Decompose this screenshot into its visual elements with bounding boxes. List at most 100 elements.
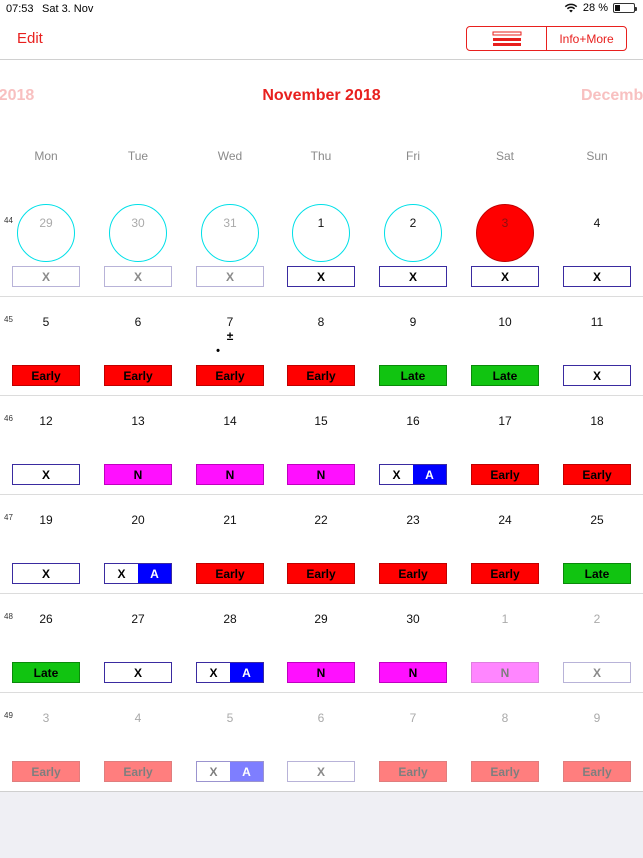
shift-badge-x[interactable]: X [12,563,80,584]
day-cell[interactable]: 9 Early [551,693,643,792]
shift-badge-x[interactable]: X [379,266,447,287]
shift-badge-x[interactable]: X [104,266,172,287]
shift-badge-x[interactable]: X [12,464,80,485]
edit-button[interactable]: Edit [17,30,43,47]
shift-badge-early[interactable]: Early [563,761,631,782]
shift-badge-x[interactable]: X [287,761,355,782]
shift-badge-early[interactable]: Early [379,761,447,782]
day-cell[interactable]: 15 N [275,396,367,495]
day-cell[interactable]: 11 X [551,297,643,396]
month-title-next[interactable]: Decemb [581,87,643,104]
shift-badge-n[interactable]: N [471,662,539,683]
shift-badge-x[interactable]: X [196,266,264,287]
day-cell[interactable]: 25 Late [551,495,643,594]
day-cell[interactable]: 17 Early [459,396,551,495]
day-cell[interactable]: 28 X A [184,594,276,693]
shift-badge-late[interactable]: Late [12,662,80,683]
shift-badge-early[interactable]: Early [104,365,172,386]
day-cell[interactable]: 21 Early [184,495,276,594]
day-number: 29 [39,216,53,230]
day-cell[interactable]: 24 Early [459,495,551,594]
shift-badge-n[interactable]: N [379,662,447,683]
menu-lines-icon [492,31,521,46]
shift-badge-late[interactable]: Late [563,563,631,584]
day-number: 7 [226,315,234,329]
day-cell[interactable]: 4 Early [92,693,184,792]
shift-badge-early[interactable]: Early [104,761,172,782]
shift-label: Late [492,368,518,383]
day-cell[interactable]: 5 Early [0,297,92,396]
day-cell[interactable]: 26 Late [0,594,92,693]
info-more-button[interactable]: Info+More [559,31,614,46]
day-cell[interactable]: 30 X [92,198,184,297]
day-cell[interactable]: 23 Early [367,495,459,594]
day-cell[interactable]: 20 X A [92,495,184,594]
day-cell[interactable]: 18 Early [551,396,643,495]
shift-badge-x[interactable]: X [563,365,631,386]
day-cell[interactable]: 29 X [0,198,92,297]
day-cell[interactable]: 22 Early [275,495,367,594]
day-cell[interactable]: 29 N [275,594,367,693]
shift-badge-x[interactable]: X [563,266,631,287]
day-cell[interactable]: 8 Early [275,297,367,396]
day-cell[interactable]: 9 Late [367,297,459,396]
shift-badge-n[interactable]: N [104,464,172,485]
day-cell[interactable]: 7 Early [367,693,459,792]
shift-label: Early [123,368,153,383]
day-cell[interactable]: 13 N [92,396,184,495]
shift-badge-early[interactable]: Early [12,761,80,782]
day-cell[interactable]: 30 N [367,594,459,693]
shift-badge-early[interactable]: Early [471,464,539,485]
shift-badge-early[interactable]: Early [563,464,631,485]
shift-badge-x[interactable]: X [104,662,172,683]
shift-badge-n[interactable]: N [287,464,355,485]
month-title-prev[interactable]: r 2018 [0,87,35,104]
shift-badge-n[interactable]: N [196,464,264,485]
shift-badge-early[interactable]: Early [379,563,447,584]
menu-segment[interactable] [467,27,547,50]
day-cell[interactable]: 19 X [0,495,92,594]
shift-label: X [209,764,218,779]
shift-badge-late[interactable]: Late [379,365,447,386]
day-cell[interactable]: 27 X [92,594,184,693]
shift-badge-x[interactable]: X [287,266,355,287]
shift-badge-early[interactable]: Early [287,563,355,584]
day-cell[interactable]: 6 Early [92,297,184,396]
day-cell[interactable]: 14 N [184,396,276,495]
day-cell[interactable]: 12 X [0,396,92,495]
day-cell[interactable]: 8 Early [459,693,551,792]
shift-label: X [592,368,601,383]
shift-badge-n[interactable]: N [287,662,355,683]
shift-badge-early[interactable]: Early [196,563,264,584]
day-number: 3 [42,711,50,725]
day-cell[interactable]: 16 X A [367,396,459,495]
shift-badge-early[interactable]: Early [196,365,264,386]
shift-badge-x[interactable]: X [563,662,631,683]
shift-badge-early[interactable]: Early [471,761,539,782]
shift-badge-early[interactable]: Early [471,563,539,584]
shift-badge-late[interactable]: Late [471,365,539,386]
shift-badge-early[interactable]: Early [287,365,355,386]
shift-label: X [41,566,50,581]
day-cell[interactable]: 3 Early [0,693,92,792]
shift-badge-early[interactable]: Early [12,365,80,386]
day-number: 13 [131,414,145,428]
shift-badge-x[interactable]: X [12,266,80,287]
day-cell[interactable]: 10 Late [459,297,551,396]
shift-label: X [316,269,325,284]
day-cell[interactable]: 7 ± • Early [184,297,276,396]
shift-badge-x[interactable]: X [471,266,539,287]
day-cell[interactable]: 31 X [184,198,276,297]
